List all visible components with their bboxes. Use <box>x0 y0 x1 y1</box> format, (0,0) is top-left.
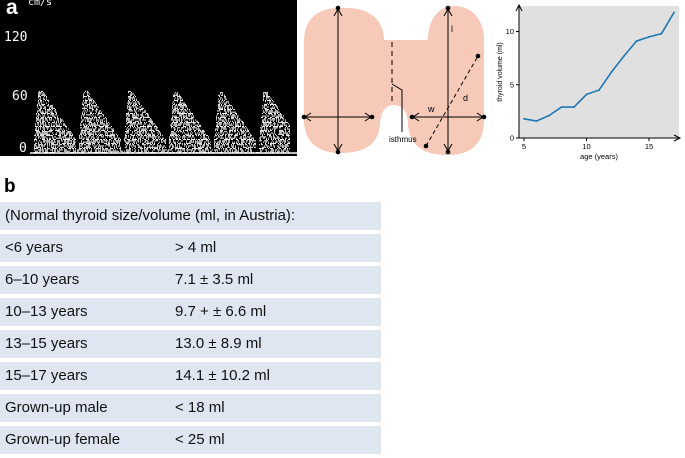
x-tick-label: 15 <box>645 142 653 151</box>
data-point <box>610 71 613 73</box>
width-arrowheads <box>304 112 372 122</box>
y-tick-label: 5 <box>510 80 514 89</box>
width-label: w <box>427 104 435 114</box>
age-cell: 15–17 years <box>5 367 88 384</box>
age-cell: 6–10 years <box>5 271 80 288</box>
table-row: 15–17 years 14.1 ± 10.2 ml <box>0 362 381 390</box>
data-point <box>548 114 550 117</box>
data-point <box>535 120 538 122</box>
y-tick-label: 10 <box>506 27 514 36</box>
panel-a-label: a <box>6 0 18 19</box>
data-point <box>673 11 675 14</box>
data-point <box>635 40 638 42</box>
age-cell: Grown-up female <box>5 431 121 448</box>
length-label: l <box>451 24 453 34</box>
y-axis-arrow <box>515 3 523 12</box>
y-axis-label: thyroid volume (ml) <box>497 42 504 102</box>
x-tick-label: 5 <box>522 142 526 151</box>
data-point <box>560 106 563 108</box>
data-point <box>598 89 600 91</box>
depth-dashed-line <box>425 55 479 147</box>
measure-point <box>481 114 487 120</box>
thyroid-diagram: isthmus l w d <box>301 5 487 155</box>
data-point <box>523 117 525 120</box>
data-point <box>585 93 588 96</box>
length-arrowheads <box>443 7 453 153</box>
table-row: 13–15 years 13.0 ± 8.9 ml <box>0 330 381 358</box>
volume-cell: 9.7 + ± 6.6 ml <box>175 303 267 320</box>
thyroid-volume-table: (Normal thyroid size/volume (ml, in Aust… <box>0 202 381 458</box>
depth-label: d <box>463 93 468 103</box>
data-point <box>660 32 663 35</box>
doppler-tick-120: 120 <box>4 30 28 45</box>
table-row: Grown-up female < 25 ml <box>0 426 381 454</box>
doppler-speckle <box>34 90 290 153</box>
x-axis-arrow <box>673 134 682 142</box>
data-point <box>623 55 625 57</box>
x-tick-label: 10 <box>582 142 590 151</box>
table-header-row: (Normal thyroid size/volume (ml, in Aust… <box>0 202 381 230</box>
age-cell: Grown-up male <box>5 399 108 416</box>
age-cell: <6 years <box>5 239 63 256</box>
measure-point <box>475 53 481 59</box>
volume-cell: 7.1 ± 3.5 ml <box>175 271 254 288</box>
isthmus-pointer <box>391 83 403 132</box>
table-row: <6 years > 4 ml <box>0 234 381 262</box>
x-axis-label: age (years) <box>580 152 618 161</box>
doppler-tick-60: 60 <box>12 89 28 104</box>
volume-cell: < 25 ml <box>175 431 225 448</box>
length-arrowheads <box>333 7 343 153</box>
doppler-unit-label: cm/s <box>28 0 53 8</box>
doppler-waveform <box>30 90 297 154</box>
doppler-spectrum: cm/s 120 60 0 <box>0 0 297 156</box>
data-point <box>573 106 575 108</box>
y-tick-label: 0 <box>510 134 514 143</box>
panel-b-label: b <box>4 176 16 197</box>
width-arrowheads <box>412 112 484 122</box>
measure-point <box>369 114 375 120</box>
measure-point <box>301 114 307 120</box>
doppler-tick-0: 0 <box>19 141 27 156</box>
measure-point <box>409 114 415 120</box>
plot-area <box>519 6 679 138</box>
thyroid-lobes-shape <box>304 6 484 155</box>
table-row: Grown-up male < 18 ml <box>0 394 381 422</box>
measure-point <box>423 143 429 149</box>
volume-cell: 13.0 ± 8.9 ml <box>175 335 262 352</box>
table-row: 6–10 years 7.1 ± 3.5 ml <box>0 266 381 294</box>
age-cell: 10–13 years <box>5 303 88 320</box>
volume-cell: 14.1 ± 10.2 ml <box>175 367 270 384</box>
age-cell: 13–15 years <box>5 335 88 352</box>
isthmus-label: isthmus <box>389 135 417 144</box>
table-header: (Normal thyroid size/volume (ml, in Aust… <box>5 207 296 224</box>
data-point <box>648 36 650 38</box>
table-row: 10–13 years 9.7 + ± 6.6 ml <box>0 298 381 326</box>
volume-cell: > 4 ml <box>175 239 217 256</box>
volume-cell: < 18 ml <box>175 399 225 416</box>
